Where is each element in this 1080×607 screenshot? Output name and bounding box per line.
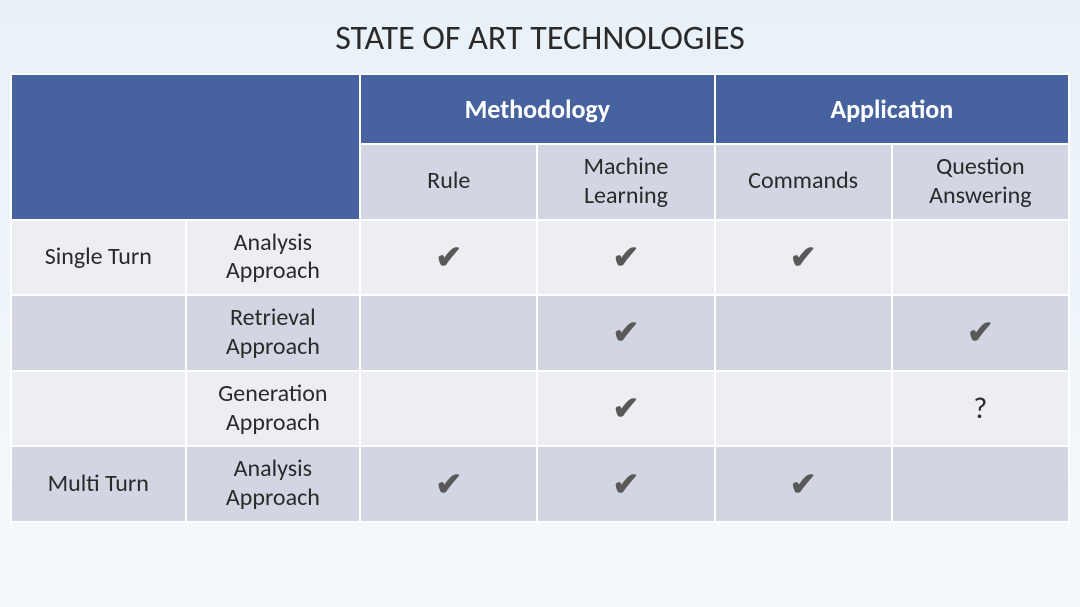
subheader-commands: Commands: [715, 144, 892, 220]
cell: ✔: [360, 220, 537, 296]
checkmark-icon: ✔: [790, 465, 817, 504]
subheader-question-answering: Question Answering: [892, 144, 1069, 220]
table-row: Single Turn Analysis Approach ✔ ✔ ✔: [11, 220, 1069, 296]
cell: ✔: [537, 220, 714, 296]
checkmark-icon: ✔: [613, 313, 640, 352]
row-group-single-turn: Single Turn: [11, 220, 186, 296]
table-row: Multi Turn Analysis Approach ✔ ✔ ✔: [11, 446, 1069, 522]
checkmark-icon: ✔: [613, 389, 640, 428]
cell: ✔: [537, 446, 714, 522]
corner-cell: [11, 74, 360, 220]
cell: [360, 371, 537, 447]
technologies-table: Methodology Application Rule Machine Lea…: [10, 73, 1070, 523]
question-mark: ?: [973, 390, 987, 427]
cell: ✔: [892, 295, 1069, 371]
cell: ?: [892, 371, 1069, 447]
subheader-machine-learning: Machine Learning: [537, 144, 714, 220]
cell: [715, 295, 892, 371]
checkmark-icon: ✔: [435, 238, 462, 277]
cell: ✔: [715, 220, 892, 296]
table-row: Generation Approach ✔ ?: [11, 371, 1069, 447]
cell: [715, 371, 892, 447]
cell: ✔: [715, 446, 892, 522]
subheader-rule: Rule: [360, 144, 537, 220]
table-container: Methodology Application Rule Machine Lea…: [0, 73, 1080, 523]
cell: [892, 220, 1069, 296]
cell: [360, 295, 537, 371]
row-group-multi-turn: Multi Turn: [11, 446, 186, 522]
row-group-empty: [11, 371, 186, 447]
page-title: STATE OF ART TECHNOLOGIES: [0, 0, 1080, 73]
header-methodology: Methodology: [360, 74, 714, 144]
approach-label: Retrieval Approach: [186, 295, 361, 371]
checkmark-icon: ✔: [967, 313, 994, 352]
table-row: Retrieval Approach ✔ ✔: [11, 295, 1069, 371]
header-row: Methodology Application: [11, 74, 1069, 144]
cell: ✔: [537, 295, 714, 371]
row-group-empty: [11, 295, 186, 371]
cell: ✔: [537, 371, 714, 447]
approach-label: Analysis Approach: [186, 446, 361, 522]
approach-label: Generation Approach: [186, 371, 361, 447]
checkmark-icon: ✔: [435, 465, 462, 504]
checkmark-icon: ✔: [790, 238, 817, 277]
approach-label: Analysis Approach: [186, 220, 361, 296]
cell: ✔: [360, 446, 537, 522]
header-application: Application: [715, 74, 1069, 144]
checkmark-icon: ✔: [613, 465, 640, 504]
cell: [892, 446, 1069, 522]
checkmark-icon: ✔: [613, 238, 640, 277]
